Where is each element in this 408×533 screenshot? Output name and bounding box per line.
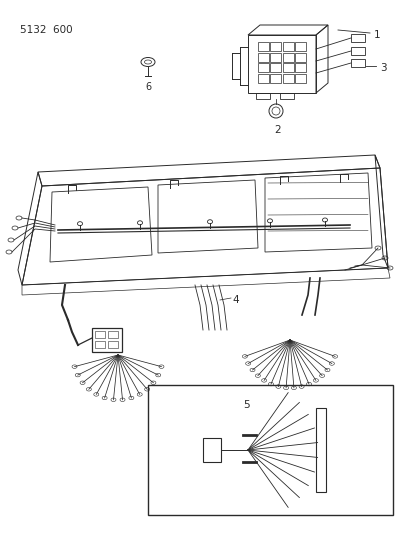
Bar xyxy=(258,63,269,72)
Bar xyxy=(351,47,365,55)
Bar xyxy=(248,35,316,93)
Bar xyxy=(270,42,281,51)
Bar xyxy=(258,74,269,83)
Bar xyxy=(108,341,118,348)
Text: 3: 3 xyxy=(380,63,387,73)
Text: 6: 6 xyxy=(145,82,151,92)
Bar xyxy=(270,63,281,72)
Bar xyxy=(258,42,269,51)
Bar xyxy=(148,385,393,515)
Bar xyxy=(270,52,281,61)
Bar xyxy=(283,52,294,61)
Bar xyxy=(270,74,281,83)
Bar xyxy=(316,408,326,492)
Text: 4: 4 xyxy=(232,295,239,305)
Bar xyxy=(92,328,122,352)
Bar xyxy=(203,438,221,462)
Bar xyxy=(295,63,306,72)
Bar xyxy=(295,74,306,83)
Text: 5132  600: 5132 600 xyxy=(20,25,73,35)
Bar xyxy=(351,34,365,42)
Bar xyxy=(295,42,306,51)
Bar xyxy=(283,74,294,83)
Text: 5: 5 xyxy=(243,400,250,410)
Bar xyxy=(95,331,105,338)
Bar xyxy=(283,63,294,72)
Bar xyxy=(283,42,294,51)
Bar xyxy=(280,93,294,99)
Bar xyxy=(95,341,105,348)
Bar xyxy=(258,52,269,61)
Text: 1: 1 xyxy=(374,30,381,40)
Bar xyxy=(108,331,118,338)
Text: 2: 2 xyxy=(275,125,281,135)
Bar xyxy=(256,93,270,99)
Bar xyxy=(351,59,365,67)
Bar xyxy=(295,52,306,61)
